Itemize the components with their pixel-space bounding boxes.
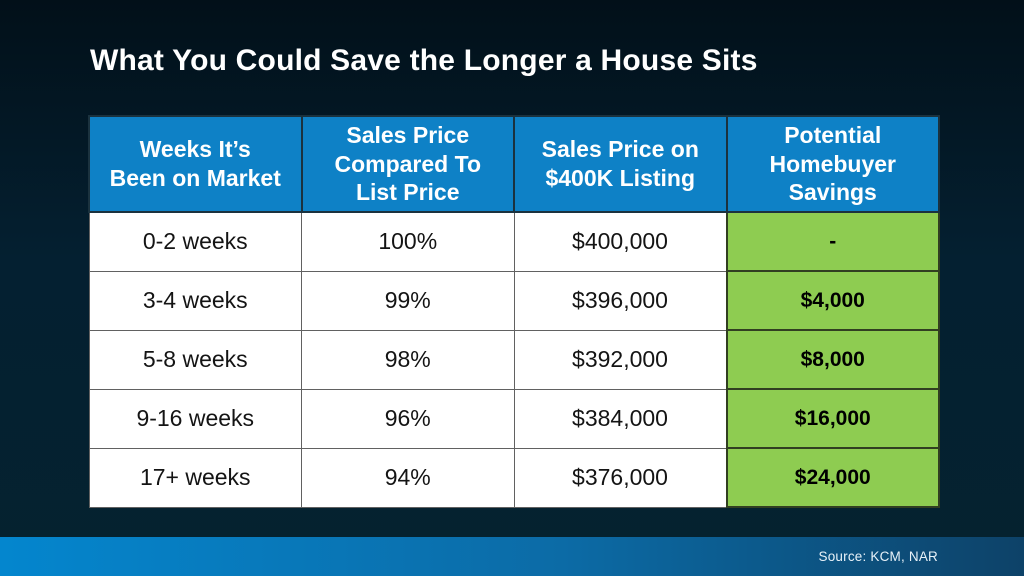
cell-price: $384,000 [513,388,727,449]
cell-percent: 100% [301,211,515,272]
header-cell-sales-price-vs-list: Sales Price Compared To List Price [300,115,515,213]
cell-price: $396,000 [513,270,727,331]
cell-savings: - [725,211,940,272]
table-row: 3-4 weeks 99% $396,000 $4,000 [88,270,940,331]
table-row: 17+ weeks 94% $376,000 $24,000 [88,447,940,508]
header-cell-sales-price-400k: Sales Price on $400K Listing [513,115,728,213]
table-row: 9-16 weeks 96% $384,000 $16,000 [88,388,940,449]
cell-savings: $8,000 [725,329,940,390]
page-title: What You Could Save the Longer a House S… [90,44,758,77]
cell-price: $400,000 [513,211,727,272]
cell-savings: $16,000 [725,388,940,449]
cell-percent: 98% [301,329,515,390]
cell-percent: 96% [301,388,515,449]
savings-table: Weeks It’s Been on Market Sales Price Co… [88,115,940,508]
source-text: Source: KCM, NAR [818,549,938,564]
cell-percent: 99% [301,270,515,331]
header-cell-weeks-on-market: Weeks It’s Been on Market [88,115,303,213]
cell-price: $376,000 [513,447,727,508]
table-row: 5-8 weeks 98% $392,000 $8,000 [88,329,940,390]
cell-percent: 94% [301,447,515,508]
table-header: Weeks It’s Been on Market Sales Price Co… [88,115,940,213]
cell-weeks: 17+ weeks [88,447,302,508]
cell-price: $392,000 [513,329,727,390]
cell-weeks: 5-8 weeks [88,329,302,390]
cell-weeks: 3-4 weeks [88,270,302,331]
cell-savings: $4,000 [725,270,940,331]
table-body: 0-2 weeks 100% $400,000 - 3-4 weeks 99% … [88,211,940,508]
table-row: 0-2 weeks 100% $400,000 - [88,211,940,272]
cell-weeks: 9-16 weeks [88,388,302,449]
cell-savings: $24,000 [725,447,940,508]
header-cell-potential-savings: Potential Homebuyer Savings [725,115,940,213]
header-row: Weeks It’s Been on Market Sales Price Co… [88,115,940,213]
cell-weeks: 0-2 weeks [88,211,302,272]
footer-bar: Source: KCM, NAR [0,537,1024,576]
